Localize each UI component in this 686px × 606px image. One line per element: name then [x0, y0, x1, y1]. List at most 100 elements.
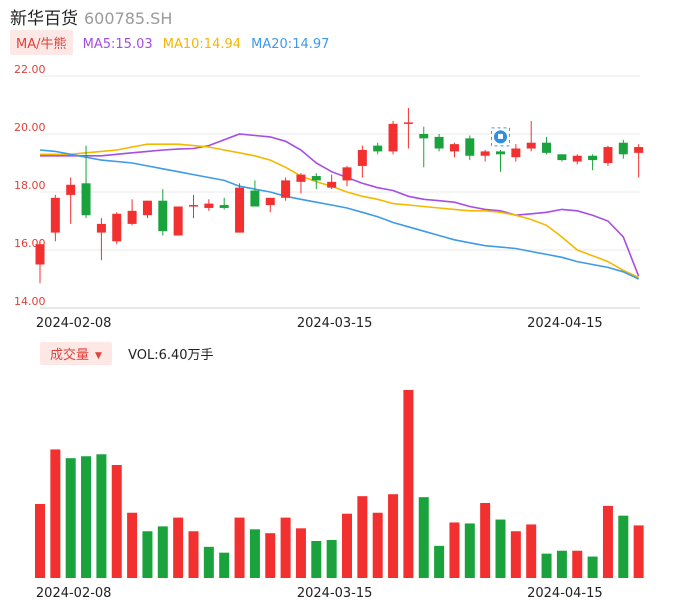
candle-body: [588, 155, 598, 161]
ma-indicator-tab[interactable]: MA/牛熊: [10, 30, 73, 55]
y-tick-label: 22.00: [14, 63, 46, 76]
stock-name: 新华百货: [10, 9, 78, 29]
date-tick-label: 2024-02-08: [36, 316, 112, 331]
volume-bar: [403, 390, 414, 578]
date-tick-label: 2024-04-15: [527, 316, 603, 331]
volume-bar: [311, 540, 322, 578]
candle-body: [35, 244, 45, 265]
candle-body: [265, 197, 275, 206]
volume-bar: [449, 522, 460, 578]
volume-bar: [280, 517, 291, 578]
stock-code: 600785.SH: [84, 9, 173, 28]
volume-bar: [50, 449, 61, 578]
volume-bar: [464, 523, 475, 578]
candle-body: [189, 205, 198, 207]
volume-bar: [618, 515, 629, 578]
volume-bar: [234, 517, 245, 578]
candle-body: [327, 181, 337, 188]
candle-body: [158, 200, 168, 232]
candle-body: [250, 190, 260, 207]
candle-body: [50, 197, 60, 233]
volume-bar: [572, 550, 583, 578]
candle-body: [219, 205, 229, 208]
volume-legend: 成交量 ▼ VOL:6.40万手: [40, 342, 214, 365]
candle-body: [634, 147, 644, 153]
candle-body: [465, 138, 475, 156]
volume-bar: [633, 525, 644, 578]
volume-bar: [326, 540, 337, 578]
candle-body: [311, 176, 321, 181]
ma10-line: [40, 143, 639, 279]
candle-body: [142, 200, 152, 216]
volume-bar: [173, 517, 184, 578]
candle-body: [357, 149, 367, 166]
volume-indicator-tab[interactable]: 成交量 ▼: [40, 342, 112, 365]
candle-body: [66, 184, 76, 195]
candle-body: [127, 210, 137, 224]
volume-bar: [556, 550, 567, 578]
candle-body: [434, 136, 444, 149]
volume-bar: [587, 556, 598, 578]
marker-frame: [491, 127, 510, 147]
volume-bar: [495, 519, 506, 578]
volume-bar: [295, 528, 306, 578]
y-tick-label: 14.00: [14, 295, 46, 308]
volume-bar: [388, 494, 399, 578]
candle-body: [342, 167, 352, 181]
volume-bar: [357, 496, 368, 578]
volume-bar: [188, 531, 199, 578]
volume-bar: [541, 553, 552, 578]
candle-body: [526, 142, 536, 149]
candle-body: [480, 151, 490, 156]
event-marker: [491, 127, 510, 147]
ma20-label: MA20:14.97: [251, 37, 330, 52]
volume-bar: [418, 497, 429, 578]
volume-bar: [480, 502, 491, 578]
volume-bar: [81, 456, 92, 578]
y-tick-label: 18.00: [14, 179, 46, 192]
candle-body: [572, 155, 582, 162]
volume-bar: [203, 546, 214, 578]
candles: [35, 107, 644, 284]
candle-body: [112, 213, 122, 242]
candle-body: [173, 206, 183, 236]
candle-body: [449, 144, 459, 152]
candle-body: [542, 142, 552, 153]
volume-bar: [127, 512, 138, 578]
y-tick-label: 20.00: [14, 121, 46, 134]
volume-bar: [142, 531, 153, 578]
ma10-label: MA10:14.94: [162, 37, 242, 52]
volume-bar: [65, 458, 76, 578]
ma-lines: [39, 133, 640, 280]
volume-bar: [602, 505, 613, 578]
ma5-label: MA5:15.03: [82, 37, 153, 52]
volume-bar: [219, 552, 230, 578]
ma5-line: [40, 133, 640, 277]
candle-body: [204, 203, 214, 208]
ma20-line: [39, 149, 639, 280]
volume-bar: [434, 545, 445, 578]
candle-body: [603, 147, 613, 163]
stock-title: 新华百货 600785.SH: [10, 4, 172, 29]
candle-body: [419, 134, 429, 139]
candle-body: [511, 148, 521, 158]
candle-body: [373, 145, 383, 152]
volume-bar: [35, 503, 45, 578]
candle-body: [296, 174, 306, 182]
volume-bar: [111, 465, 122, 578]
volume-bar: [510, 531, 521, 578]
candle-body: [618, 142, 628, 155]
candle-body: [557, 154, 567, 161]
volume-bar: [157, 526, 168, 578]
volume-value: VOL:6.40万手: [128, 348, 214, 363]
volume-bars: [35, 390, 644, 578]
candle-body: [496, 151, 505, 155]
volume-bar: [372, 512, 383, 578]
volume-bar: [342, 513, 352, 578]
volume-bar: [96, 454, 107, 578]
candle-body: [403, 122, 413, 124]
date-tick-label: 2024-02-08: [36, 586, 112, 601]
date-tick-label: 2024-03-15: [297, 316, 373, 331]
